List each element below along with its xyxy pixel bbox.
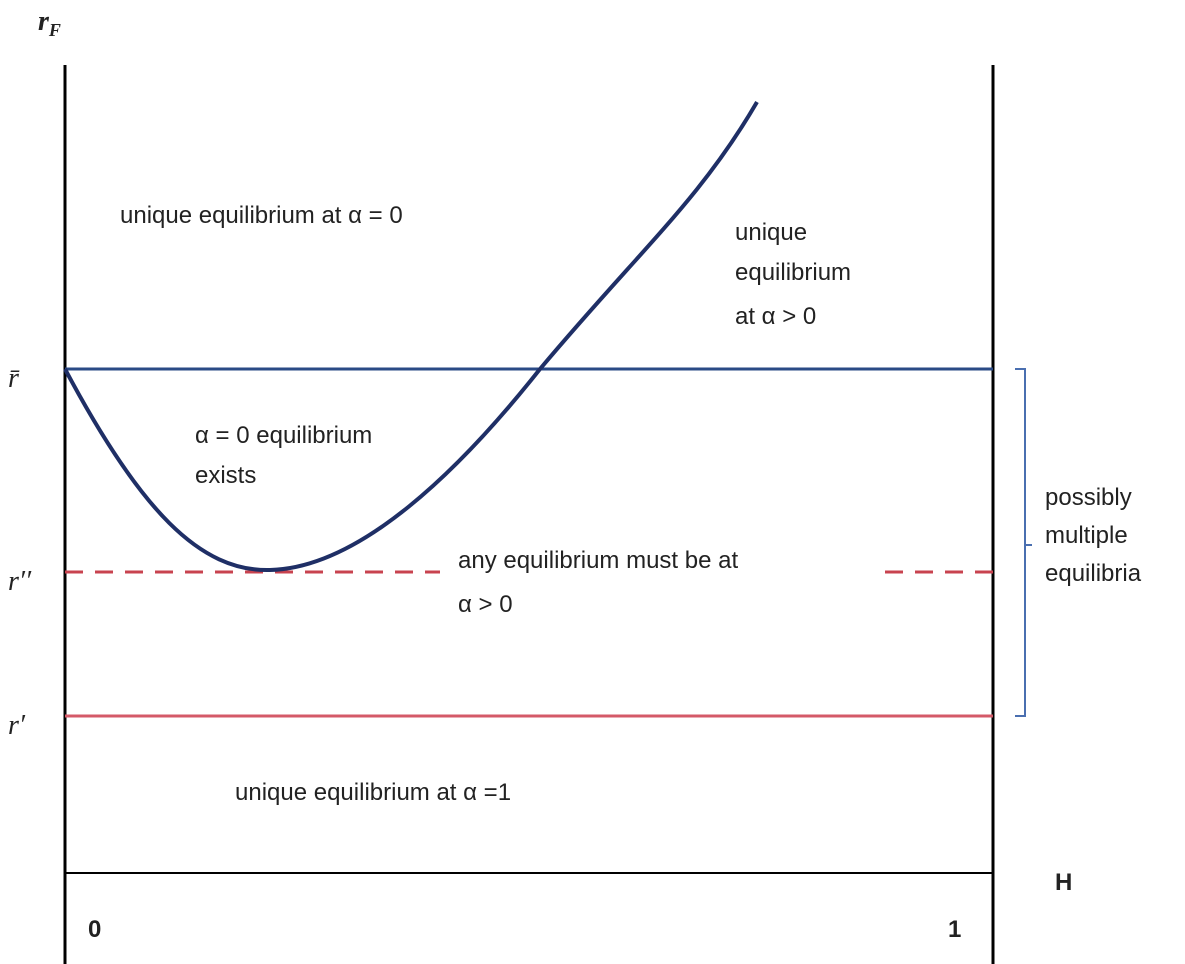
y-axis-label: rF xyxy=(38,6,61,40)
level-label: r̄ xyxy=(8,363,20,394)
region-label: unique equilibrium at α = 0 xyxy=(120,202,403,229)
bracket xyxy=(1015,368,1032,717)
bracket-label: possibly multiple equilibria xyxy=(1045,484,1142,587)
region-label: unique equilibrium at α > 0 xyxy=(735,219,858,330)
region-label: any equilibrium must be at α > 0 xyxy=(458,547,745,618)
boundary-curve xyxy=(63,100,759,573)
level-label: r′ xyxy=(8,710,26,741)
x-start: 0 xyxy=(88,916,101,943)
x-axis-label: H xyxy=(1055,869,1072,896)
region-label: α = 0 equilibrium exists xyxy=(195,422,379,489)
x-end: 1 xyxy=(948,916,961,943)
region-label: unique equilibrium at α =1 xyxy=(235,779,511,806)
level-label: r′′ xyxy=(8,566,32,597)
